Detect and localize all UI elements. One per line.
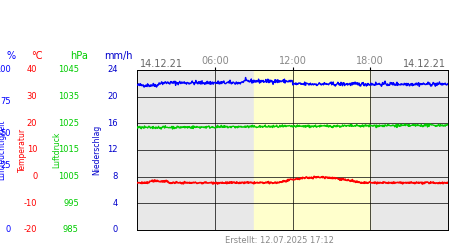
Text: 50: 50: [1, 130, 11, 138]
Text: 995: 995: [63, 199, 79, 208]
Text: -20: -20: [24, 226, 37, 234]
Text: 1025: 1025: [58, 119, 79, 128]
Text: 4: 4: [112, 199, 118, 208]
Text: mm/h: mm/h: [104, 51, 132, 61]
Text: 20: 20: [108, 92, 118, 101]
Text: 1005: 1005: [58, 172, 79, 181]
Text: 1035: 1035: [58, 92, 79, 101]
Text: 12: 12: [108, 146, 118, 154]
Text: 0: 0: [112, 226, 118, 234]
Text: 20: 20: [27, 119, 37, 128]
Text: °C: °C: [32, 51, 43, 61]
Text: %: %: [7, 51, 16, 61]
Text: 985: 985: [63, 226, 79, 234]
Text: 10: 10: [27, 146, 37, 154]
Text: 24: 24: [108, 66, 118, 74]
Text: 25: 25: [1, 162, 11, 170]
Text: 100: 100: [0, 66, 11, 74]
Text: 75: 75: [0, 98, 11, 106]
Text: Luftdruck: Luftdruck: [52, 132, 61, 168]
Text: 0: 0: [32, 172, 37, 181]
Text: 1015: 1015: [58, 146, 79, 154]
Text: 0: 0: [6, 226, 11, 234]
Text: hPa: hPa: [70, 51, 88, 61]
Text: Niederschlag: Niederschlag: [92, 125, 101, 175]
Text: 1045: 1045: [58, 66, 79, 74]
Text: 16: 16: [107, 119, 118, 128]
Text: 8: 8: [112, 172, 118, 181]
Text: Erstellt: 12.07.2025 17:12: Erstellt: 12.07.2025 17:12: [225, 236, 333, 245]
Text: 14.12.21: 14.12.21: [140, 59, 183, 69]
Text: 30: 30: [27, 92, 37, 101]
Text: 14.12.21: 14.12.21: [402, 59, 446, 69]
Text: Temperatur: Temperatur: [18, 128, 27, 172]
Text: 40: 40: [27, 66, 37, 74]
Bar: [254, 70, 370, 230]
Text: Luftfeuchtigkeit: Luftfeuchtigkeit: [0, 120, 7, 180]
Text: -10: -10: [24, 199, 37, 208]
